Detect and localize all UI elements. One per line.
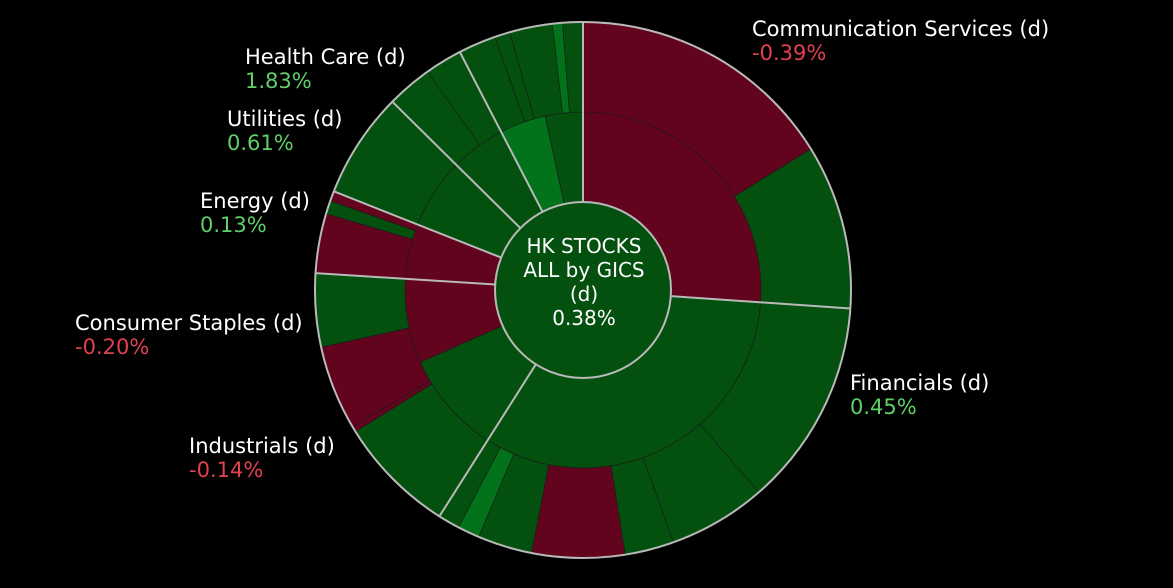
- sector-boundary-line: [458, 51, 544, 213]
- sector-label-health-care[interactable]: Health Care (d) 1.83%: [245, 45, 406, 93]
- sector-name: Health Care (d): [245, 45, 406, 69]
- middle-ring: [404, 111, 762, 469]
- center-title-line1: HK STOCKS: [526, 234, 642, 258]
- outer-ring: [314, 21, 852, 559]
- sector-name: Communication Services (d): [752, 17, 1050, 41]
- sector-boundary-line: [315, 272, 496, 286]
- sector-label-consumer-staples[interactable]: Consumer Staples (d) -0.20%: [75, 311, 303, 359]
- sector-name: Consumer Staples (d): [75, 311, 303, 335]
- sector-boundary-line: [391, 100, 522, 229]
- sector-name: Industrials (d): [189, 434, 335, 458]
- sector-change: -0.39%: [752, 41, 827, 65]
- sector-label-industrials[interactable]: Industrials (d) -0.14%: [189, 434, 335, 482]
- sector-label-communication-services[interactable]: Communication Services (d) -0.39%: [752, 17, 1049, 65]
- sector-name: Energy (d): [200, 189, 310, 213]
- sector-change: -0.14%: [189, 458, 264, 482]
- center-disc: [494, 201, 672, 379]
- sector-change: 0.61%: [227, 131, 294, 155]
- center-title-line2: ALL by GICS: [523, 258, 645, 282]
- sector-boundary-line: [438, 363, 537, 517]
- sector-change: 1.83%: [245, 69, 312, 93]
- sector-name: Utilities (d): [227, 107, 343, 131]
- center-value: 0.38%: [552, 306, 616, 330]
- sector-boundary-line: [333, 190, 502, 259]
- sector-change: 0.13%: [200, 213, 267, 237]
- sector-label-energy[interactable]: Energy (d) 0.13%: [200, 189, 310, 237]
- sector-boundary-line: [670, 295, 851, 310]
- center-label: HK STOCKS ALL by GICS (d) 0.38%: [496, 234, 672, 330]
- sector-label-utilities[interactable]: Utilities (d) 0.61%: [227, 107, 342, 155]
- sector-name: Financials (d): [850, 371, 990, 395]
- sector-change: 0.45%: [850, 395, 917, 419]
- outer-border: [314, 21, 852, 559]
- sector-separators: [315, 22, 851, 517]
- sector-label-financials[interactable]: Financials (d) 0.45%: [850, 371, 989, 419]
- sector-change: -0.20%: [75, 335, 150, 359]
- center-title-line3: (d): [569, 282, 599, 306]
